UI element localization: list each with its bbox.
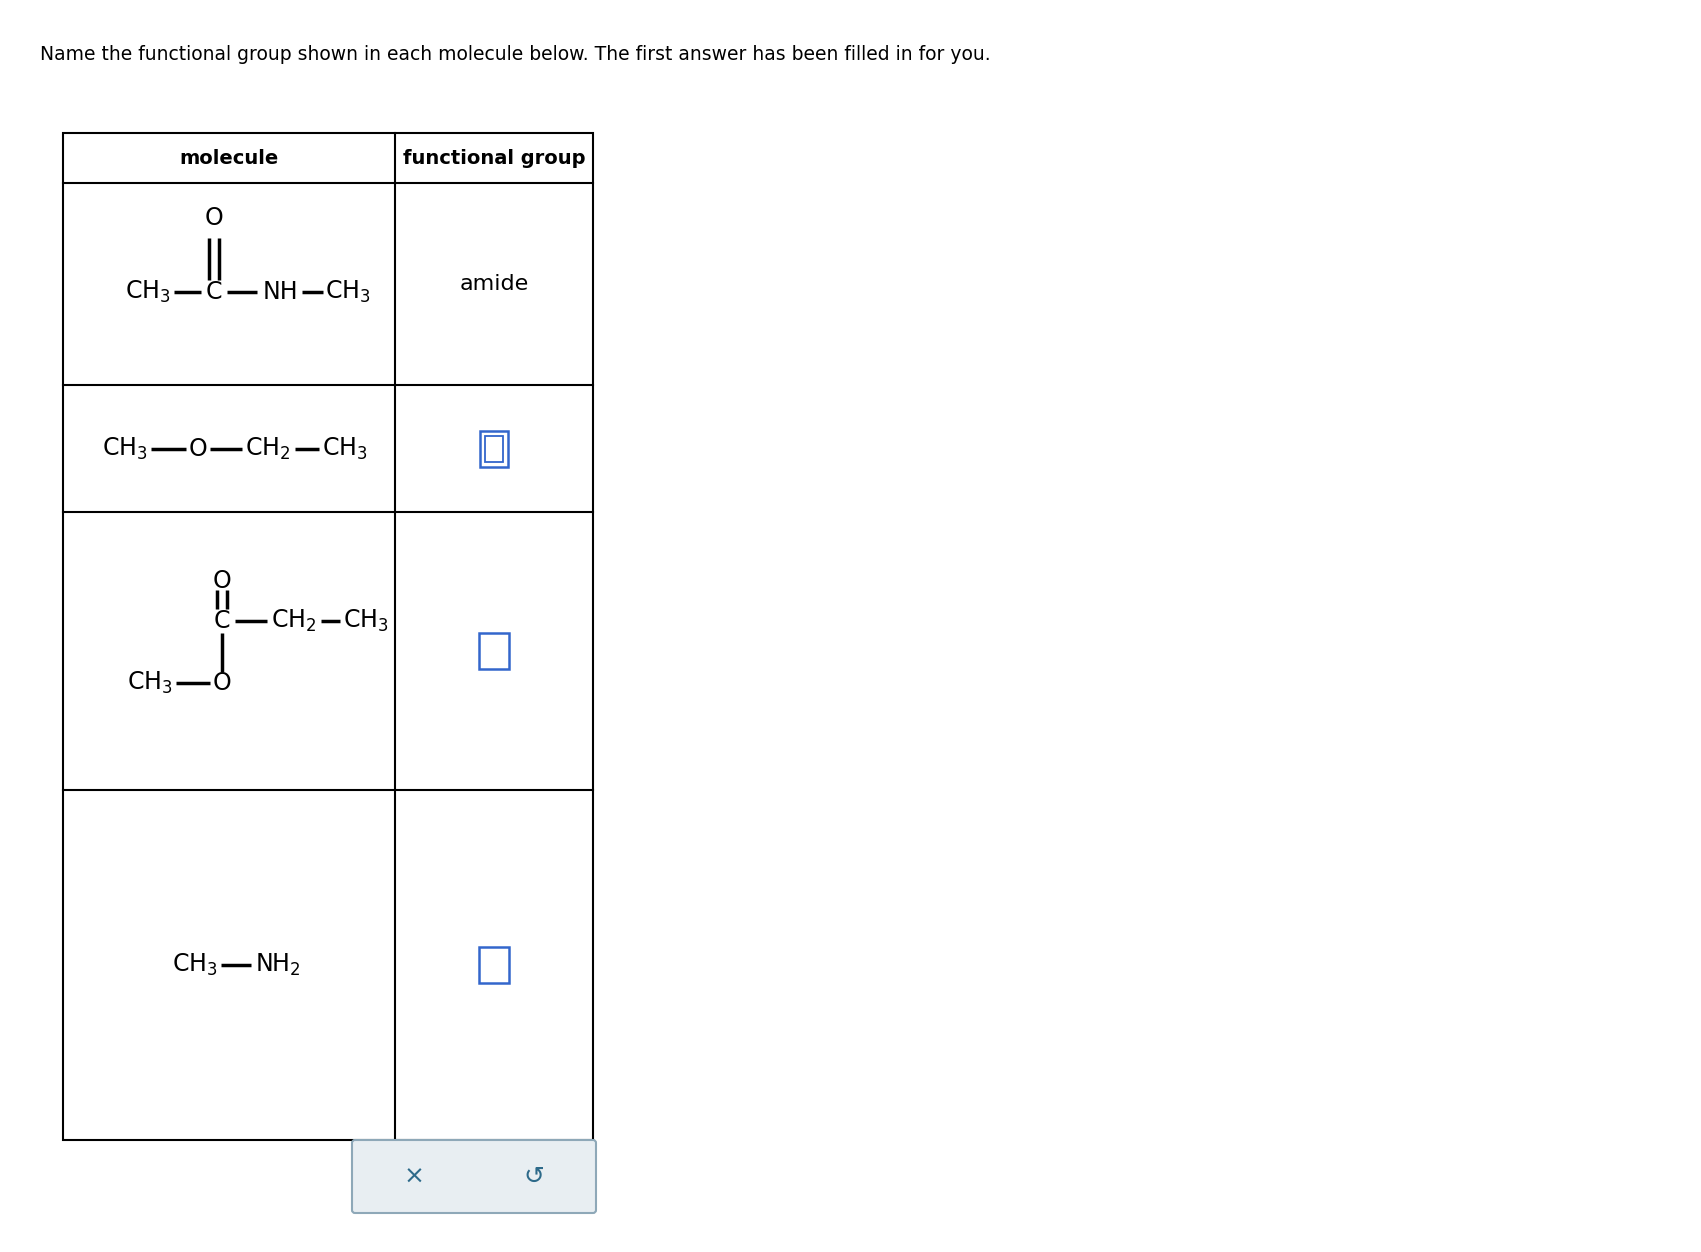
Text: C: C	[214, 608, 230, 634]
Bar	[63, 133, 594, 1141]
Text: ↺: ↺	[522, 1164, 544, 1188]
Text: C: C	[206, 280, 223, 304]
Text: CH$_3$: CH$_3$	[344, 608, 390, 634]
Text: CH$_3$: CH$_3$	[172, 952, 218, 978]
Text: NH: NH	[262, 280, 298, 304]
Bar	[480, 634, 509, 669]
FancyBboxPatch shape	[480, 431, 509, 467]
Text: CH$_3$: CH$_3$	[321, 436, 367, 462]
Text: CH$_3$: CH$_3$	[102, 436, 148, 462]
Text: NH$_2$: NH$_2$	[255, 952, 301, 978]
Text: CH$_3$: CH$_3$	[325, 279, 371, 305]
Bar	[485, 436, 503, 462]
Text: O: O	[204, 207, 223, 230]
Text: amide: amide	[459, 274, 529, 294]
Text: ×: ×	[405, 1164, 425, 1188]
Text: O: O	[189, 437, 208, 461]
Text: O: O	[213, 568, 231, 593]
FancyBboxPatch shape	[352, 1141, 595, 1213]
Text: CH$_3$: CH$_3$	[126, 279, 170, 305]
Text: molecule: molecule	[179, 149, 279, 168]
Text: CH$_3$: CH$_3$	[128, 670, 174, 696]
Text: CH$_2$: CH$_2$	[272, 608, 316, 634]
Text: CH$_2$: CH$_2$	[245, 436, 291, 462]
Text: functional group: functional group	[403, 149, 585, 168]
Text: O: O	[213, 671, 231, 695]
Bar	[480, 947, 509, 983]
Text: Name the functional group shown in each molecule below. The first answer has bee: Name the functional group shown in each …	[41, 45, 990, 64]
